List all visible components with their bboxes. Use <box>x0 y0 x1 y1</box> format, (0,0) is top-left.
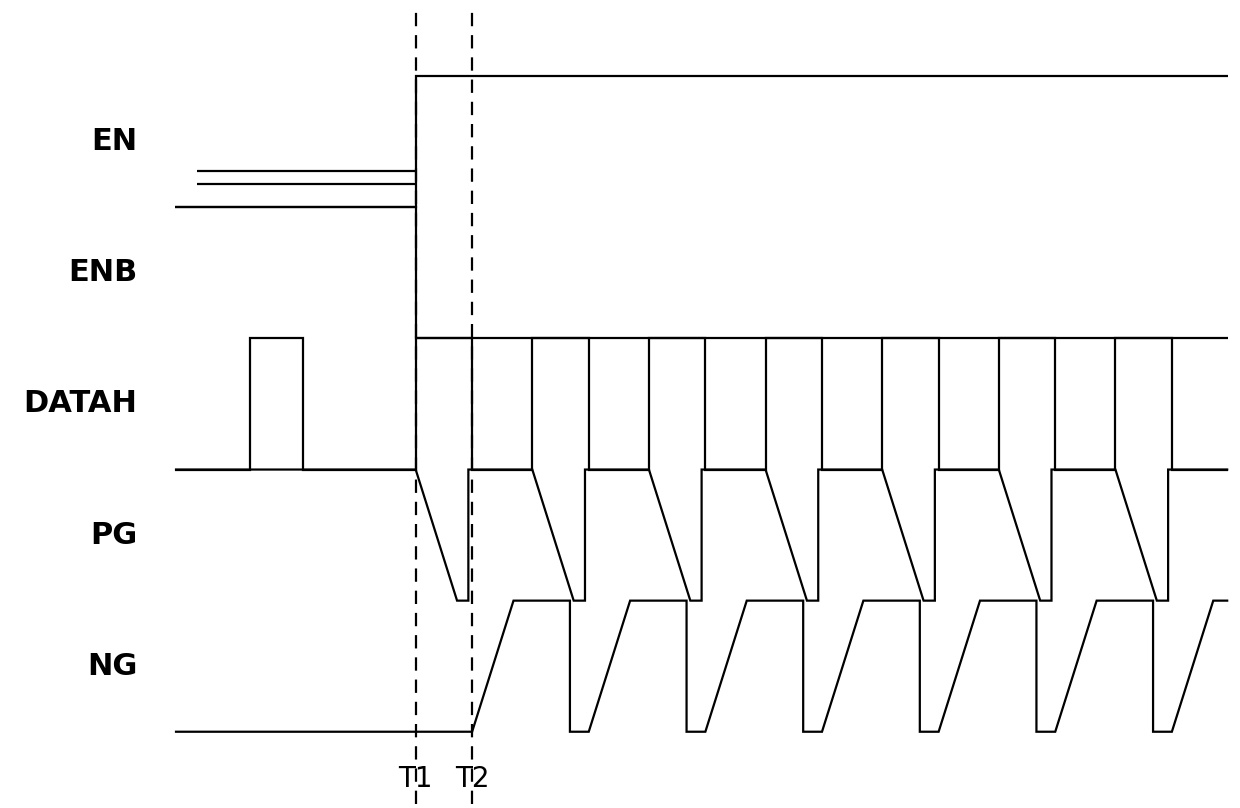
Text: PG: PG <box>91 520 138 549</box>
Text: ENB: ENB <box>68 259 138 288</box>
Text: DATAH: DATAH <box>24 389 138 419</box>
Text: T2: T2 <box>455 764 490 793</box>
Text: T1: T1 <box>398 764 433 793</box>
Text: EN: EN <box>92 128 138 156</box>
Text: NG: NG <box>87 652 138 680</box>
